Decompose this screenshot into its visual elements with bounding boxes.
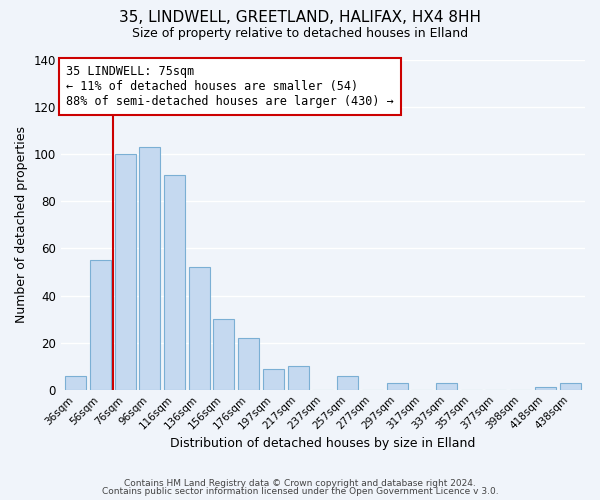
Bar	[535, 388, 556, 390]
Y-axis label: Number of detached properties: Number of detached properties	[15, 126, 28, 324]
Bar	[189, 268, 210, 390]
Bar	[90, 260, 111, 390]
Bar	[287, 366, 308, 390]
Bar	[214, 319, 235, 390]
Text: Size of property relative to detached houses in Elland: Size of property relative to detached ho…	[132, 28, 468, 40]
Bar	[238, 338, 259, 390]
Bar	[337, 376, 358, 390]
Bar	[65, 376, 86, 390]
Bar	[139, 147, 160, 390]
Bar	[263, 368, 284, 390]
Text: 35 LINDWELL: 75sqm
← 11% of detached houses are smaller (54)
88% of semi-detache: 35 LINDWELL: 75sqm ← 11% of detached hou…	[66, 65, 394, 108]
Text: 35, LINDWELL, GREETLAND, HALIFAX, HX4 8HH: 35, LINDWELL, GREETLAND, HALIFAX, HX4 8H…	[119, 10, 481, 25]
Text: Contains HM Land Registry data © Crown copyright and database right 2024.: Contains HM Land Registry data © Crown c…	[124, 478, 476, 488]
Bar	[386, 382, 407, 390]
Bar	[560, 382, 581, 390]
Bar	[164, 176, 185, 390]
Bar	[436, 382, 457, 390]
Bar	[115, 154, 136, 390]
Text: Contains public sector information licensed under the Open Government Licence v : Contains public sector information licen…	[101, 487, 499, 496]
X-axis label: Distribution of detached houses by size in Elland: Distribution of detached houses by size …	[170, 437, 476, 450]
